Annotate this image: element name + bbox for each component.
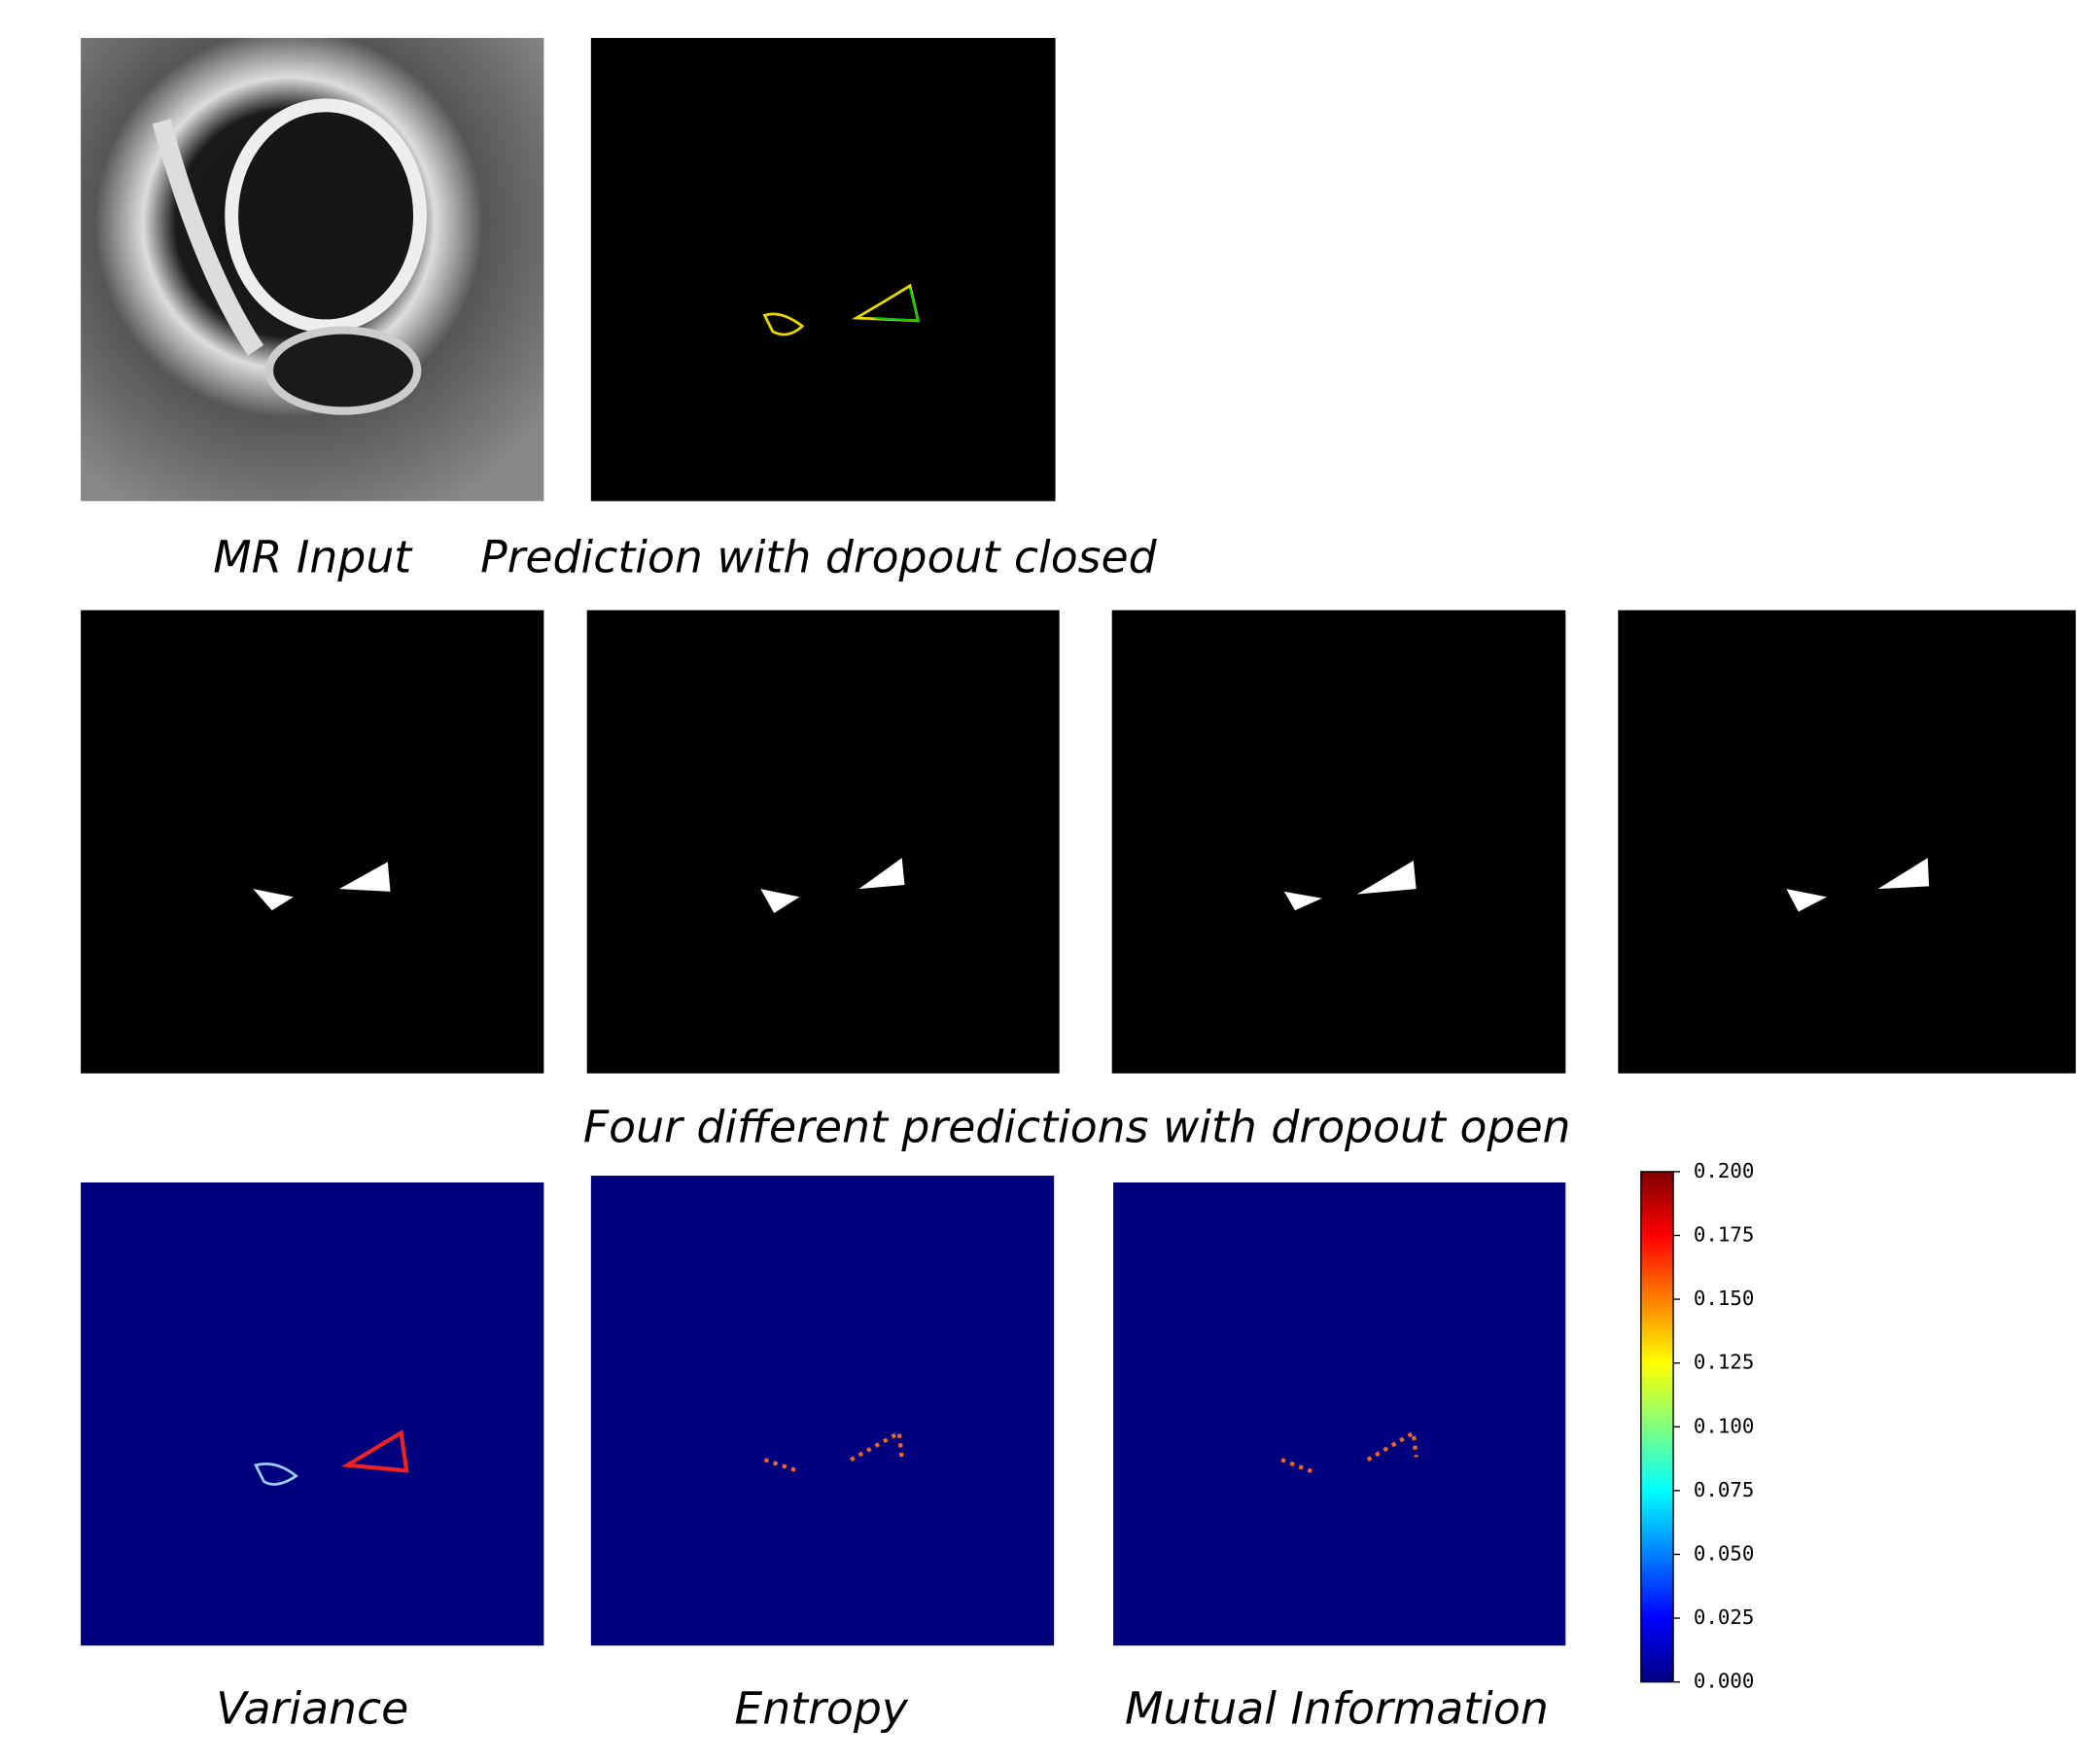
uncertainty-maps: [81, 1176, 1566, 1646]
caption: Four different predictions with dropout …: [583, 1101, 1571, 1152]
colorbar-tick-label: 0.050: [1694, 1541, 1754, 1565]
prediction-open-images: [81, 610, 2077, 1074]
caption: Entropy: [734, 1683, 908, 1735]
colorbar-tick-label: 0.150: [1694, 1287, 1754, 1310]
caption: Mutual Information: [1125, 1683, 1549, 1735]
caption: Prediction with dropout closed: [480, 532, 1158, 583]
colorbar-tick-label: 0.100: [1694, 1414, 1754, 1437]
colorbar-tick-label: 0.175: [1694, 1222, 1754, 1246]
colorbar-tick-label: 0.125: [1694, 1351, 1754, 1374]
prediction-closed-image: [590, 38, 1056, 502]
mr-image: [81, 38, 544, 502]
colorbar-tick-label: 0.025: [1694, 1605, 1754, 1629]
caption: MR Input: [213, 532, 413, 583]
colorbar-tick-label: 0.000: [1694, 1670, 1754, 1693]
caption: Variance: [216, 1683, 408, 1735]
colorbar-tick-label: 0.075: [1694, 1478, 1754, 1501]
colorbar: [1640, 1171, 1674, 1683]
colorbar-tick-label: 0.200: [1694, 1159, 1754, 1182]
